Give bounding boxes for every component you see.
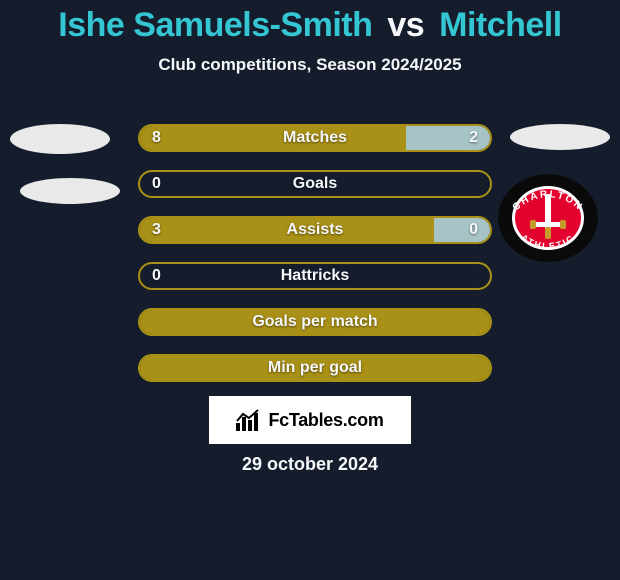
stat-bar-matches: 82Matches — [138, 124, 492, 152]
charlton-sword-icon — [530, 194, 566, 239]
bar-label: Assists — [140, 218, 490, 242]
stat-bar-assists: 30Assists — [138, 216, 492, 244]
stat-bar-min-per-goal: Min per goal — [138, 354, 492, 382]
stat-bars: 82Matches 0Goals 30Assists 0Hattricks Goals … — [138, 124, 492, 400]
fctables-watermark: FcTables.com — [209, 396, 411, 444]
subtitle: Club competitions, Season 2024/2025 — [0, 55, 620, 75]
comparison-card: Ishe Samuels-Smith vs Mitchell Club comp… — [0, 0, 620, 580]
player-b-name: Mitchell — [439, 6, 562, 44]
right-club-ellipse — [510, 124, 610, 150]
charlton-text-bottom: ATHLETIC — [519, 232, 577, 251]
charlton-red-shield — [515, 189, 581, 247]
vs-text: vs — [387, 6, 424, 44]
bar-label: Goals per match — [140, 310, 490, 334]
date-text: 29 october 2024 — [0, 454, 620, 475]
bar-label: Matches — [140, 126, 490, 150]
charlton-outer-ring — [498, 174, 598, 262]
bar-label: Hattricks — [140, 264, 490, 288]
charlton-badge-svg: CHARLTON ATHLETIC — [498, 174, 598, 262]
left-club-ellipse-2 — [20, 178, 120, 204]
fctables-text: FcTables.com — [268, 410, 383, 431]
stat-bar-goals: 0Goals — [138, 170, 492, 198]
left-club-ellipse-1 — [10, 124, 110, 154]
stat-bar-hattricks: 0Hattricks — [138, 262, 492, 290]
charlton-inner-white — [512, 186, 584, 250]
title-row: Ishe Samuels-Smith vs Mitchell — [0, 0, 620, 45]
stat-bar-goals-per-match: Goals per match — [138, 308, 492, 336]
bar-label: Goals — [140, 172, 490, 196]
charlton-badge: CHARLTON ATHLETIC — [498, 174, 598, 262]
player-a-name: Ishe Samuels-Smith — [58, 6, 372, 44]
charlton-text-top: CHARLTON — [511, 189, 586, 213]
bar-label: Min per goal — [140, 356, 490, 380]
fctables-icon — [236, 409, 262, 431]
